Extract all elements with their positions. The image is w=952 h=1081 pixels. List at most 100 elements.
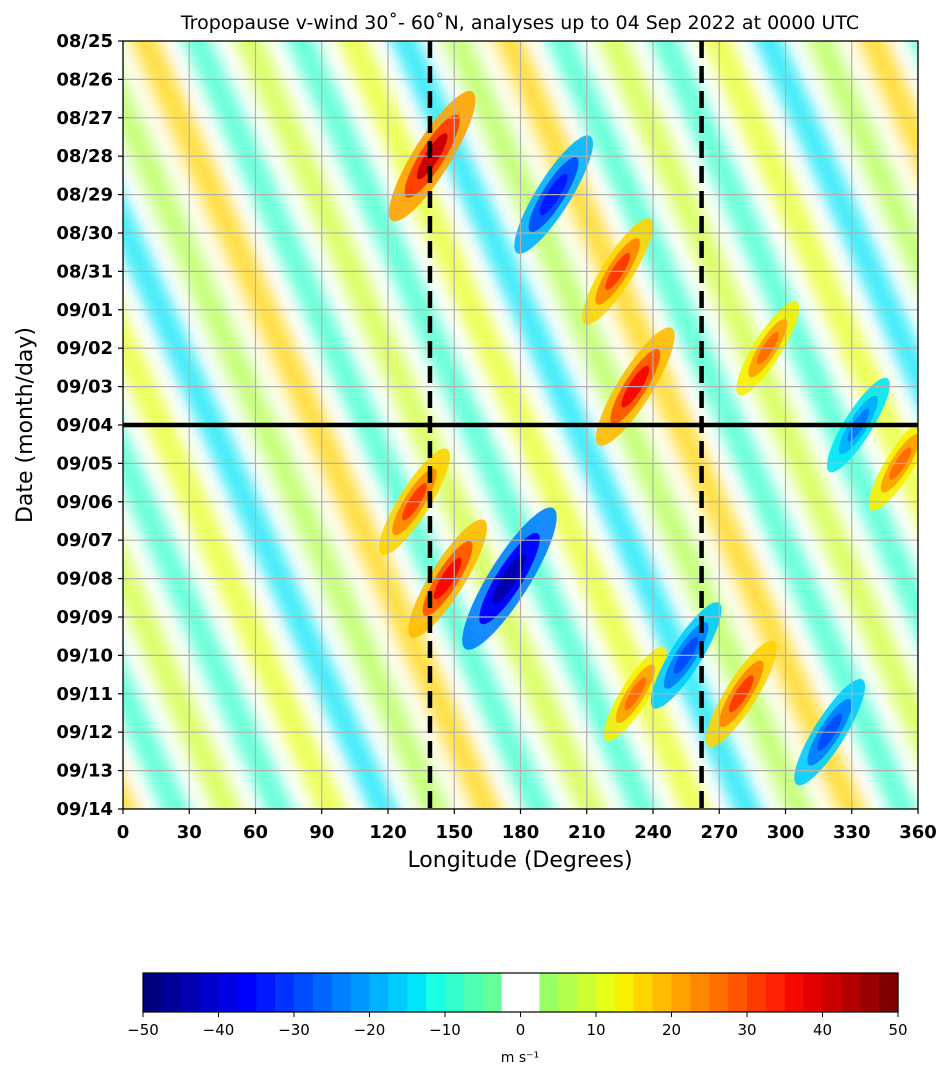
x-tick-label: 120 — [369, 822, 407, 843]
colorbar-segment — [445, 973, 465, 1012]
colorbar-segment — [728, 973, 748, 1012]
plot-area — [123, 41, 918, 809]
colorbar-segment — [350, 973, 371, 1012]
colorbar-segment — [671, 973, 691, 1012]
y-tick-label: 08/28 — [56, 146, 113, 167]
field-band — [123, 779, 137, 809]
colorbar-tick-label: −50 — [127, 1021, 159, 1039]
colorbar-segment — [388, 973, 408, 1012]
colorbar-segment — [520, 973, 540, 1012]
colorbar-segment — [256, 973, 276, 1012]
colorbar-segment — [294, 973, 314, 1012]
y-tick-label: 09/01 — [56, 300, 113, 321]
colorbar-segment — [180, 973, 201, 1012]
colorbar-segment — [218, 973, 238, 1012]
x-tick-label: 60 — [243, 822, 268, 843]
field-band — [755, 41, 918, 405]
colorbar-tick-label: −40 — [203, 1021, 235, 1039]
colorbar-tick-label: −10 — [429, 1021, 461, 1039]
colorbar-segment — [331, 973, 352, 1012]
chart-title: Tropopause v-wind 30˚- 60˚N, analyses up… — [180, 12, 859, 34]
y-tick-label: 09/14 — [56, 799, 113, 820]
field-band — [599, 41, 918, 755]
field-band — [911, 41, 918, 55]
field-band — [123, 546, 241, 809]
colorbar-label: m s⁻¹ — [501, 1050, 539, 1066]
colorbar-segment — [822, 973, 842, 1012]
colorbar-segment — [463, 973, 484, 1012]
colorbar-segment — [539, 973, 559, 1012]
colorbar-segment — [709, 973, 729, 1012]
colorbar-segment — [690, 973, 710, 1012]
colorbar-segment — [275, 973, 295, 1012]
colorbar-segment — [803, 973, 824, 1012]
y-tick-label: 09/07 — [56, 530, 113, 551]
x-tick-label: 270 — [700, 822, 738, 843]
y-tick-label: 09/03 — [56, 377, 113, 398]
colorbar-segment — [426, 973, 446, 1012]
x-tick-label: 150 — [435, 822, 473, 843]
y-tick-label: 09/11 — [56, 684, 113, 705]
x-tick-label: 330 — [833, 822, 871, 843]
colorbar-segment — [369, 973, 389, 1012]
colorbar-tick-label: −20 — [354, 1021, 386, 1039]
x-tick-label: 210 — [568, 822, 606, 843]
colorbar-tick-label: 0 — [516, 1021, 526, 1039]
colorbar-segment — [143, 973, 163, 1012]
y-tick-label: 08/26 — [56, 69, 113, 90]
x-tick-label: 240 — [634, 822, 672, 843]
colorbar-segment — [482, 973, 503, 1012]
colorbar-segment — [577, 973, 597, 1012]
y-tick-label: 08/29 — [56, 185, 113, 206]
field-band — [123, 662, 189, 809]
field-band — [123, 79, 449, 809]
colorbar-segment — [161, 973, 182, 1012]
y-tick-label: 08/30 — [56, 223, 113, 244]
colorbar-segment — [558, 973, 578, 1012]
field-band — [859, 41, 918, 172]
colorbar-segment — [614, 973, 635, 1012]
colorbar-segment — [199, 973, 220, 1012]
colorbar-segment — [860, 973, 880, 1012]
colorbar-segment — [841, 973, 861, 1012]
x-tick-label: 180 — [502, 822, 540, 843]
x-tick-label: 300 — [767, 822, 805, 843]
y-tick-label: 09/04 — [56, 415, 113, 436]
colorbar-segment — [501, 973, 522, 1012]
y-tick-label: 09/09 — [56, 607, 113, 628]
y-tick-label: 09/02 — [56, 338, 113, 359]
y-axis-label: Date (month/day) — [13, 327, 38, 523]
y-tick-label: 09/05 — [56, 453, 113, 474]
colorbar-segment — [784, 973, 805, 1012]
colorbar-segment — [407, 973, 427, 1012]
colorbar-segment — [765, 973, 786, 1012]
colorbar-segment — [652, 973, 673, 1012]
colorbar-segment — [747, 973, 767, 1012]
field-band — [123, 429, 293, 809]
y-tick-label: 08/27 — [56, 108, 113, 129]
y-axis-ticks: 08/25 08/26 08/27 08/28 08/29 08/30 08/31 09/01… — [56, 31, 123, 820]
colorbar-segment — [633, 973, 654, 1012]
reference-lines — [123, 41, 918, 809]
y-tick-label: 09/06 — [56, 492, 113, 513]
field-band — [123, 312, 345, 809]
colorbar-tick-label: 50 — [888, 1021, 907, 1039]
x-axis-ticks: 0 30 60 90 120 150 180 210 240 270 300 330 360 — [117, 809, 937, 843]
x-axis-label: Longitude (Degrees) — [407, 848, 632, 873]
colorbar-segment — [237, 973, 257, 1012]
y-tick-label: 08/25 — [56, 31, 113, 52]
colorbar-tick-label: −30 — [278, 1021, 310, 1039]
colorbar-tick-label: 30 — [737, 1021, 756, 1039]
y-tick-label: 09/12 — [56, 722, 113, 743]
y-tick-label: 09/08 — [56, 569, 113, 590]
colorbar-tick-label: 10 — [586, 1021, 605, 1039]
colorbar: −50 −40 −30 −20 −10 0 10 20 30 40 50 — [127, 972, 908, 1039]
colorbar-tick-label: 20 — [662, 1021, 681, 1039]
y-tick-label: 09/10 — [56, 645, 113, 666]
colorbar-segment — [596, 973, 616, 1012]
x-tick-label: 30 — [177, 822, 202, 843]
y-tick-label: 08/31 — [56, 261, 113, 282]
field-band — [807, 41, 918, 289]
x-tick-label: 90 — [309, 822, 334, 843]
